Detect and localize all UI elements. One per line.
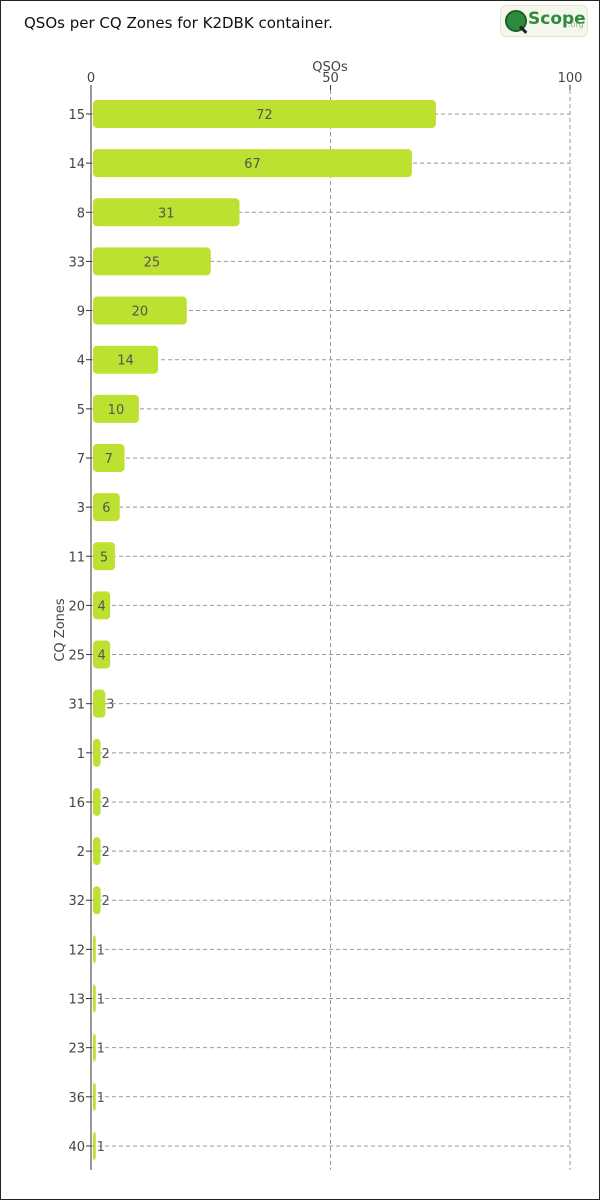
bar-value-label: 3 [106, 698, 114, 713]
bar-zone-31[interactable] [93, 689, 106, 718]
y-tick-label: 7 [77, 452, 85, 467]
bar-value-label: 4 [97, 649, 105, 664]
bar-value-label: 10 [108, 403, 125, 418]
y-tick-label: 36 [68, 1091, 85, 1106]
bar-value-label: 1 [97, 943, 105, 958]
bar-value-label: 2 [101, 894, 109, 909]
y-tick-label: 20 [68, 599, 85, 614]
bar-zone-40[interactable] [93, 1131, 96, 1160]
bar-zone-16[interactable] [93, 787, 101, 816]
bar-zone-15[interactable] [93, 100, 436, 128]
logo-text: Scope [528, 9, 586, 29]
y-tick-label: 3 [77, 501, 85, 516]
bar-value-label: 1 [97, 1091, 105, 1106]
bar-value-label: 2 [101, 747, 109, 762]
y-tick-label: 15 [68, 108, 85, 123]
y-tick-label: 32 [68, 894, 85, 909]
bar-value-label: 4 [97, 599, 105, 614]
bar-zone-5[interactable] [93, 394, 139, 423]
bar-zone-23[interactable] [93, 1033, 96, 1062]
y-tick-label: 13 [68, 993, 85, 1008]
chart-title: QSOs per CQ Zones for K2DBK container. [24, 14, 333, 32]
logo-domain: .org [568, 20, 584, 29]
bar-value-label: 67 [244, 157, 261, 172]
bar-value-label: 7 [105, 452, 113, 467]
y-tick-label: 5 [77, 403, 85, 418]
y-tick-label: 23 [68, 1042, 85, 1057]
bar-value-label: 5 [100, 550, 108, 565]
y-axis-title: CQ Zones [53, 598, 68, 662]
bar-zone-25[interactable] [93, 640, 111, 669]
bar-value-label: 1 [97, 1140, 105, 1155]
bar-value-label: 14 [117, 354, 134, 369]
qscope-logo[interactable]: Scope .org [500, 5, 588, 37]
bar-value-label: 1 [97, 993, 105, 1008]
bar-zone-3[interactable] [93, 493, 120, 522]
y-tick-label: 9 [77, 305, 85, 320]
bar-zone-12[interactable] [93, 935, 96, 964]
x-tick-label: 50 [322, 71, 339, 86]
y-tick-label: 25 [68, 649, 85, 664]
bar-value-label: 2 [101, 845, 109, 860]
x-axis-title: QSOs [312, 60, 348, 75]
bar-zone-8[interactable] [93, 198, 240, 227]
y-tick-label: 4 [77, 354, 85, 369]
y-tick-label: 40 [68, 1140, 85, 1155]
grid-lines [91, 90, 571, 1170]
x-tick-label: 100 [558, 71, 583, 86]
bar-value-label: 1 [97, 1042, 105, 1057]
y-tick-label: 14 [68, 157, 85, 172]
bar-zone-32[interactable] [93, 886, 101, 915]
y-tick-label: 12 [68, 943, 85, 958]
bar-zone-4[interactable] [93, 345, 159, 374]
bar-value-label: 72 [256, 108, 273, 123]
bar-zone-20[interactable] [93, 591, 111, 620]
bar-value-label: 25 [144, 255, 161, 270]
bar-zone-2[interactable] [93, 837, 101, 866]
y-tick-label: 33 [68, 255, 85, 270]
bar-zone-36[interactable] [93, 1082, 96, 1111]
bar-value-label: 31 [158, 206, 175, 221]
bar-zone-14[interactable] [93, 149, 412, 178]
bar-zone-1[interactable] [93, 738, 101, 767]
y-tick-label: 16 [68, 796, 85, 811]
bar-zone-7[interactable] [93, 443, 125, 472]
bar-zone-9[interactable] [93, 296, 187, 325]
y-tick-label: 31 [68, 698, 85, 713]
x-tick-label: 0 [87, 71, 95, 86]
y-tick-label: 8 [77, 206, 85, 221]
y-tick-label: 2 [77, 845, 85, 860]
bar-value-label: 6 [102, 501, 110, 516]
y-tick-label: 1 [77, 747, 85, 762]
y-tick-label: 11 [68, 550, 85, 565]
bar-zone-33[interactable] [93, 247, 211, 276]
bar-zone-11[interactable] [93, 542, 115, 571]
bar-value-label: 20 [132, 305, 149, 320]
bar-zone-13[interactable] [93, 984, 96, 1013]
x-axis-ticks: 0 50 100 [87, 71, 583, 90]
bar-value-label: 2 [101, 796, 109, 811]
